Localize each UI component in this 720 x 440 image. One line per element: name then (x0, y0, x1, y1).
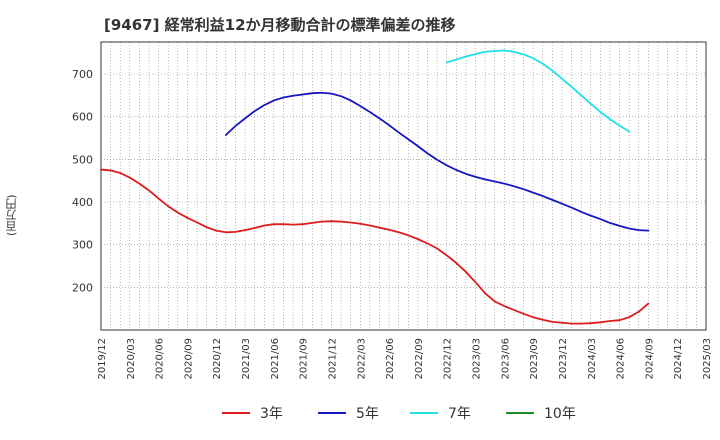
legend-label: 10年 (544, 406, 576, 422)
x-tick-label: 2024/03 (587, 338, 598, 380)
series-line (100, 168, 650, 325)
x-tick-label: 2025/03 (702, 338, 713, 380)
legend-label: 3年 (260, 406, 283, 422)
x-tick-label: 2022/09 (414, 338, 425, 380)
x-tick-label: 2023/12 (558, 338, 569, 380)
x-tick-label: 2022/12 (443, 338, 454, 380)
x-tick-label: 2019/12 (97, 338, 108, 380)
x-tick-label: 2023/06 (500, 338, 511, 380)
x-tick-label: 2022/06 (385, 338, 396, 380)
legend-label: 5年 (356, 406, 379, 422)
y-tick-label: 700 (72, 68, 93, 81)
y-tick-label: 400 (72, 196, 93, 209)
x-tick-label: 2021/12 (327, 338, 338, 380)
x-tick-label: 2020/12 (212, 338, 223, 380)
y-tick-label: 500 (72, 153, 93, 166)
x-tick-label: 2022/03 (356, 338, 367, 380)
x-tick-label: 2020/06 (155, 338, 166, 380)
plot-border (100, 41, 707, 331)
x-tick-label: 2024/12 (673, 338, 684, 380)
x-tick-label: 2023/09 (529, 338, 540, 380)
x-tick-label: 2021/09 (299, 338, 310, 380)
x-tick-label: 2021/06 (270, 338, 281, 380)
y-tick-label: 200 (72, 281, 93, 294)
x-tick-label: 2023/03 (472, 338, 483, 380)
x-tick-label: 2024/06 (616, 338, 627, 380)
chart-title: [9467] 経常利益12か月移動合計の標準偏差の推移 (104, 16, 456, 34)
x-tick-label: 2021/03 (241, 338, 252, 380)
x-tick-label: 2020/03 (126, 338, 137, 380)
series-line (445, 49, 631, 133)
y-tick-label: 300 (72, 239, 93, 252)
x-tick-label: 2020/09 (183, 338, 194, 380)
plot-area (101, 42, 706, 330)
x-tick-label: 2024/09 (644, 338, 655, 380)
y-tick-label: 600 (72, 111, 93, 124)
series-line (224, 91, 650, 232)
legend-label: 7年 (448, 406, 471, 422)
